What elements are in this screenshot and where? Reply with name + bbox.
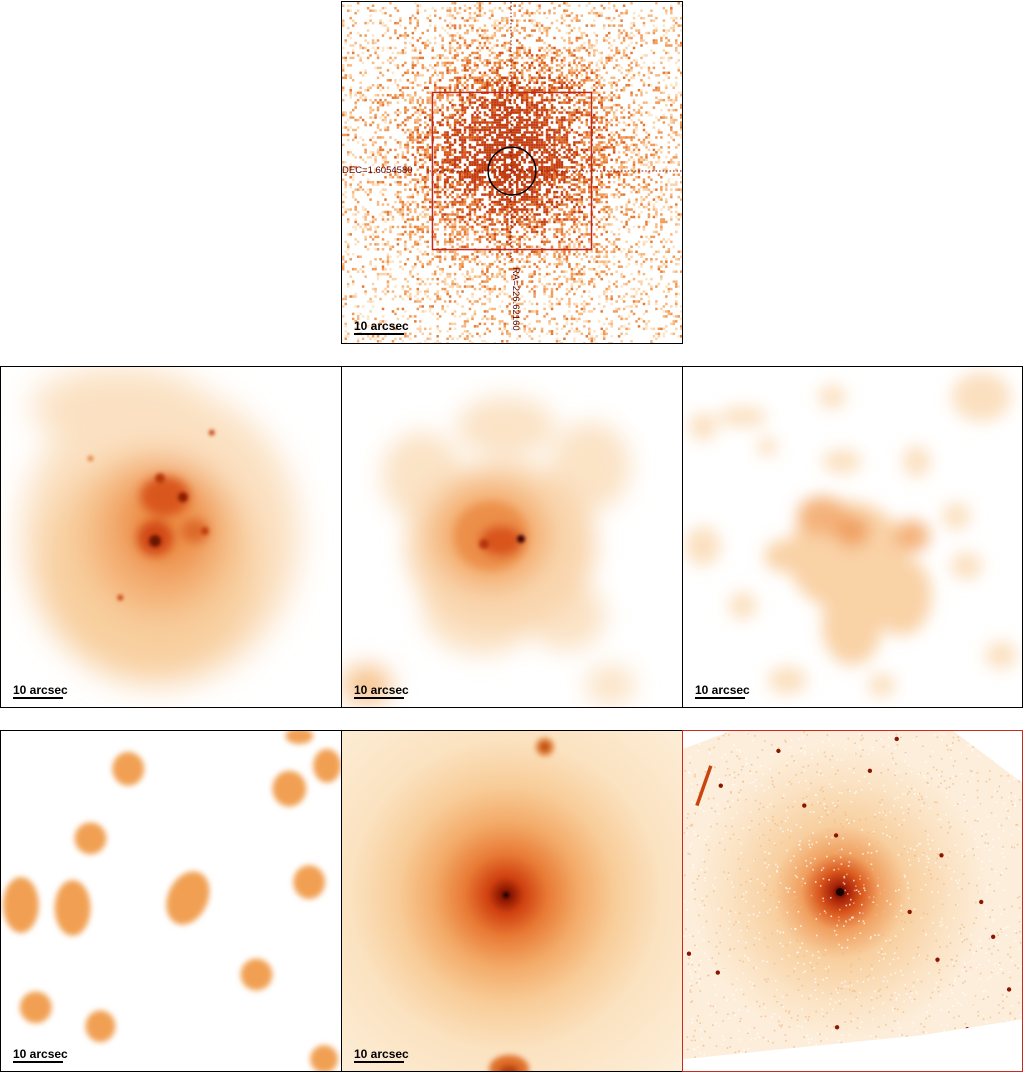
panel-row2-2: 10 arcsec [341, 730, 683, 1072]
scale-bar-line [354, 1061, 404, 1063]
scale-bar-line [354, 333, 404, 335]
panel-row2-1: 10 arcsec [0, 730, 342, 1072]
model-image [342, 731, 682, 1071]
scale-bar-line [13, 697, 63, 699]
scale-bar-label: 10 arcsec [695, 683, 750, 697]
panel-row1-1: 10 arcsec [0, 366, 342, 708]
scale-bar: 10 arcsec [695, 684, 750, 699]
scale-bar: 10 arcsec [354, 1048, 409, 1063]
panel-row1-3: 10 arcsec [682, 366, 1023, 708]
smoothed-image [684, 371, 1018, 698]
counts-image [342, 2, 682, 343]
aperture-circle [487, 146, 537, 196]
smoothed-image [342, 396, 636, 706]
scale-bar-label: 10 arcsec [354, 683, 409, 697]
dec-label: DEC=1.6054580 [342, 165, 413, 176]
smoothed-image [20, 367, 300, 686]
scale-bar-label: 10 arcsec [354, 319, 409, 333]
ra-label: RA=226.62160 [510, 267, 521, 331]
optical-image [683, 731, 1022, 1060]
scale-bar: 10 arcsec [13, 1048, 68, 1063]
smoothed-image [2, 731, 341, 1071]
scale-bar-line [13, 1061, 63, 1063]
scale-bar-label: 10 arcsec [13, 683, 68, 697]
scale-bar-line [695, 697, 745, 699]
panel-top-counts: DEC=1.6054580 RA=226.62160 10 arcsec [341, 1, 683, 344]
scale-bar-label: 10 arcsec [13, 1047, 68, 1061]
zoom-region-box [431, 91, 593, 251]
scale-bar: 10 arcsec [354, 320, 409, 335]
scale-bar-line [354, 697, 404, 699]
panel-row1-2: 10 arcsec [341, 366, 683, 708]
panel-row2-3-highlighted [682, 730, 1023, 1072]
scale-bar: 10 arcsec [13, 684, 68, 699]
scale-bar: 10 arcsec [354, 684, 409, 699]
scale-bar-label: 10 arcsec [354, 1047, 409, 1061]
